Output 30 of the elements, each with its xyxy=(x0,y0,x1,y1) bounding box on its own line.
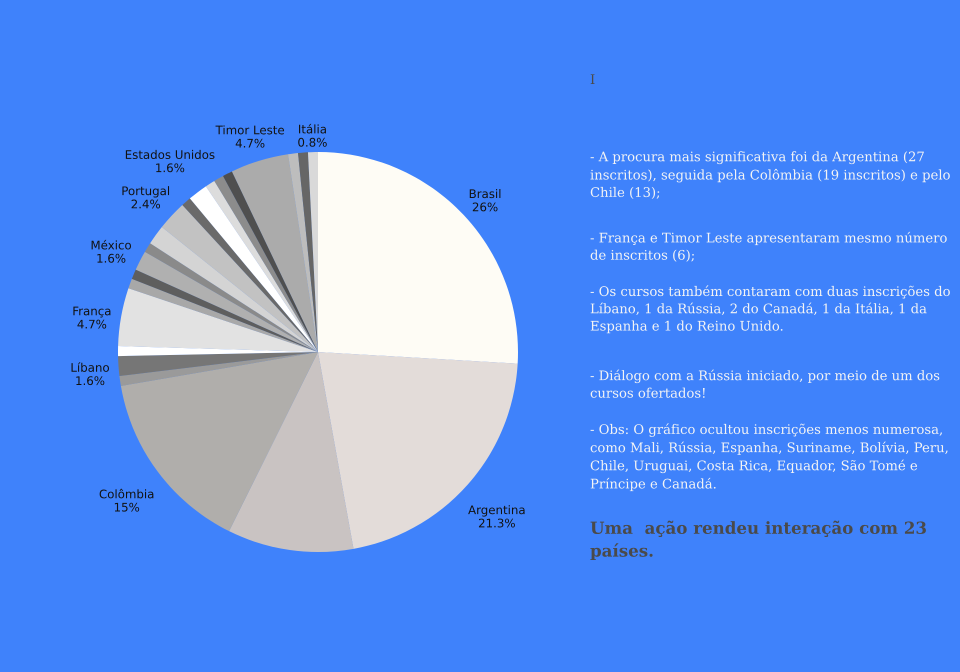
pie-slice xyxy=(118,352,318,376)
slice-label: Estados Unidos xyxy=(126,150,214,160)
data-label: 26% xyxy=(472,202,498,212)
data-label: 0.8% xyxy=(298,138,327,147)
text: - Obs: O gráfico ocultou inscrições menos numerosa, como Mali, Rússia, Espanha, Suriname, Bolívia, Peru, Chile, Uruguai, Costa Rica, Equador, São Tomé e Príncipe e Canadá. xyxy=(590,423,948,492)
slice-label: México xyxy=(92,240,132,250)
data-label: 1.6% xyxy=(156,163,184,172)
slice-label: Portugal xyxy=(122,186,170,198)
pie-slice xyxy=(298,152,318,352)
slice-label: Colômbia xyxy=(100,488,154,498)
slice-label: Argentina xyxy=(468,505,525,517)
text: - Os cursos também contaram com duas inscrições do Líbano, 1 da Rússia, 2 do Canadá, 1 da Itália, 1 da Espanha e 1 do Reino Unido. xyxy=(590,285,950,334)
slice-label: Líbano xyxy=(72,362,110,372)
text: - Diálogo com a Rússia iniciado, por meio de um dos cursos ofertados! xyxy=(590,370,940,398)
pie-slice xyxy=(118,288,318,352)
slice-label: França xyxy=(73,306,110,318)
text: - França e Timor Leste apresentaram mesmo número de inscritos (6); xyxy=(590,232,947,262)
slice-label: Itália xyxy=(299,124,326,134)
slice-label: Brasil xyxy=(470,189,500,198)
text: - A procura mais significativa foi da Argentina (27 inscritos), seguida pela Colômbia (19 inscritos) e pelo Chile (13); xyxy=(590,151,950,199)
slice-label: Timor Leste xyxy=(216,125,284,134)
data-label: 4.7% xyxy=(77,320,106,329)
data-label: 15% xyxy=(114,502,140,512)
text: I xyxy=(590,74,594,84)
data-label: 21.3% xyxy=(478,518,515,528)
data-label: 4.7% xyxy=(236,138,264,148)
text: Uma ação rendeu interação com 23 países. xyxy=(590,520,926,560)
data-label: 1.6% xyxy=(76,376,104,386)
data-label: 1.6% xyxy=(97,254,126,263)
data-label: 2.4% xyxy=(132,200,160,208)
